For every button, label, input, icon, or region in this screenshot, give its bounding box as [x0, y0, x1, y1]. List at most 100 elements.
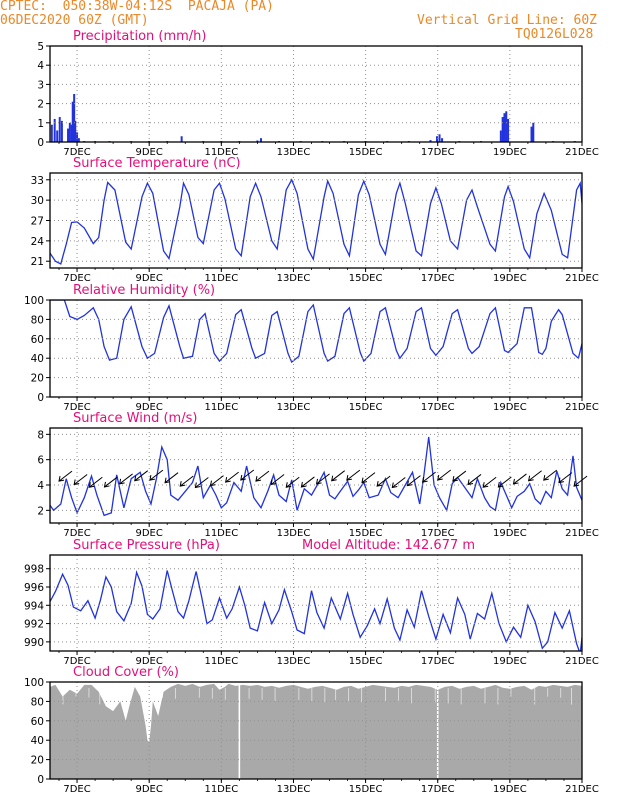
- model-altitude-label: Model Altitude: 142.677 m: [302, 538, 475, 553]
- wind-arrow: [270, 474, 285, 486]
- x-tick-label: 19DEC: [493, 402, 527, 413]
- x-tick-label: 15DEC: [349, 402, 383, 413]
- x-tick-label: 17DEC: [421, 528, 455, 539]
- precip-bar: [76, 132, 79, 142]
- wind-arrow: [255, 470, 270, 482]
- temp-line: [50, 178, 582, 265]
- x-tick-label: 21DEC: [565, 656, 599, 667]
- x-tick-label: 17DEC: [421, 784, 455, 795]
- precip-bar: [530, 126, 533, 142]
- precip-bar: [68, 122, 71, 142]
- pressure-panel: 990 992 994 996 998 7DEC 9DEC 11DEC 13DEC 15DEC 17…: [24, 538, 599, 667]
- x-tick-label: 9DEC: [135, 147, 162, 158]
- precip-bar: [58, 117, 61, 142]
- precip-bar: [60, 120, 63, 142]
- wind-arrow: [361, 472, 376, 484]
- precip-bar: [53, 118, 56, 142]
- precip-bar: [56, 130, 59, 142]
- precip-bar: [507, 118, 510, 142]
- y-tick-label: 60: [31, 334, 44, 346]
- x-tick-label: 13DEC: [277, 656, 311, 667]
- x-tick-label: 11DEC: [204, 528, 238, 539]
- wind-title: Surface Wind (m/s): [73, 411, 197, 426]
- x-tick-label: 19DEC: [493, 273, 527, 284]
- cloud-area: [50, 683, 582, 779]
- rh-line: [50, 300, 582, 364]
- wind-arrow: [391, 477, 406, 489]
- rh-panel: 0 20 40 60 80 100 7DEC 9DEC 11DEC 13DEC 15DEC 17DEC…: [24, 283, 599, 413]
- precip-bar: [73, 94, 76, 142]
- wind-line: [50, 436, 582, 517]
- precip-bar: [505, 111, 508, 142]
- x-tick-label: 11DEC: [204, 402, 238, 413]
- precip-bar: [71, 101, 74, 142]
- wind-arrow: [134, 470, 149, 482]
- y-tick-label: 8: [37, 429, 44, 441]
- y-tick-label: 80: [31, 314, 44, 326]
- precip-bar: [67, 128, 70, 142]
- y-tick-label: 60: [31, 716, 44, 728]
- precip-bar: [499, 130, 502, 142]
- y-tick-label: 4: [37, 60, 44, 72]
- y-tick-label: 990: [24, 637, 44, 649]
- y-tick-label: 996: [24, 582, 44, 594]
- x-tick-label: 17DEC: [421, 656, 455, 667]
- wind-arrow: [376, 475, 391, 487]
- pressure-line: [50, 570, 582, 651]
- x-tick-label: 17DEC: [421, 402, 455, 413]
- x-tick-label: 9DEC: [135, 273, 162, 284]
- x-tick-label: 19DEC: [493, 784, 527, 795]
- wind-arrow: [315, 473, 330, 485]
- precip-title: Precipitation (mm/h): [73, 29, 206, 44]
- x-tick-label: 7DEC: [63, 147, 90, 158]
- cloud-series: [50, 682, 582, 779]
- precip-bar: [429, 140, 432, 142]
- temp-panel: 21 24 27 30 33 7DEC 9DEC 11DEC 13DEC 15DEC 17DEC 19…: [31, 156, 599, 284]
- x-tick-label: 7DEC: [63, 784, 90, 795]
- header-model-code: TQ0126L028: [515, 27, 594, 42]
- y-tick-label: 998: [24, 564, 44, 576]
- wind-arrow: [179, 475, 194, 487]
- wind-arrow: [285, 476, 300, 488]
- wind-arrow: [467, 474, 482, 486]
- y-tick-label: 20: [31, 755, 44, 767]
- header-date-line: 06DEC2020 60Z (GMT): [0, 13, 149, 28]
- wind-panel: 2 4 6 8 7DEC 9DEC 11DEC 13DEC 15DEC 17DEC 19DEC 21D…: [37, 411, 599, 539]
- x-tick-label: 11DEC: [204, 784, 238, 795]
- wind-arrow: [300, 476, 315, 488]
- precip-bar: [441, 138, 444, 142]
- temp-title: Surface Temperature (nC): [73, 156, 241, 171]
- wind-arrow: [103, 476, 118, 488]
- pressure-frame: [49, 554, 583, 652]
- y-tick-label: 33: [31, 175, 44, 187]
- precip-bar: [532, 122, 535, 142]
- x-tick-label: 21DEC: [565, 273, 599, 284]
- x-tick-label: 7DEC: [63, 528, 90, 539]
- x-tick-label: 17DEC: [421, 273, 455, 284]
- x-tick-label: 9DEC: [135, 402, 162, 413]
- y-tick-label: 994: [24, 600, 44, 612]
- x-tick-label: 21DEC: [565, 147, 599, 158]
- wind-arrow: [209, 475, 224, 487]
- wind-arrow: [421, 471, 436, 483]
- x-tick-label: 9DEC: [135, 656, 162, 667]
- y-tick-label: 20: [31, 373, 44, 385]
- precip-series: [50, 94, 576, 142]
- x-tick-label: 9DEC: [135, 784, 162, 795]
- y-tick-label: 0: [37, 392, 44, 404]
- x-tick-label: 21DEC: [565, 402, 599, 413]
- wind-arrow: [118, 473, 133, 485]
- wind-series: [50, 436, 582, 517]
- wind-arrow: [194, 477, 209, 489]
- x-tick-label: 7DEC: [63, 402, 90, 413]
- y-tick-label: 0: [37, 137, 44, 149]
- wind-arrow: [164, 472, 179, 484]
- precip-bar: [438, 134, 441, 142]
- wind-arrow: [512, 473, 527, 485]
- precip-bar: [70, 124, 73, 142]
- rh-series: [50, 300, 582, 364]
- y-tick-label: 0: [37, 774, 44, 786]
- x-tick-label: 19DEC: [493, 656, 527, 667]
- wind-arrow: [346, 469, 361, 481]
